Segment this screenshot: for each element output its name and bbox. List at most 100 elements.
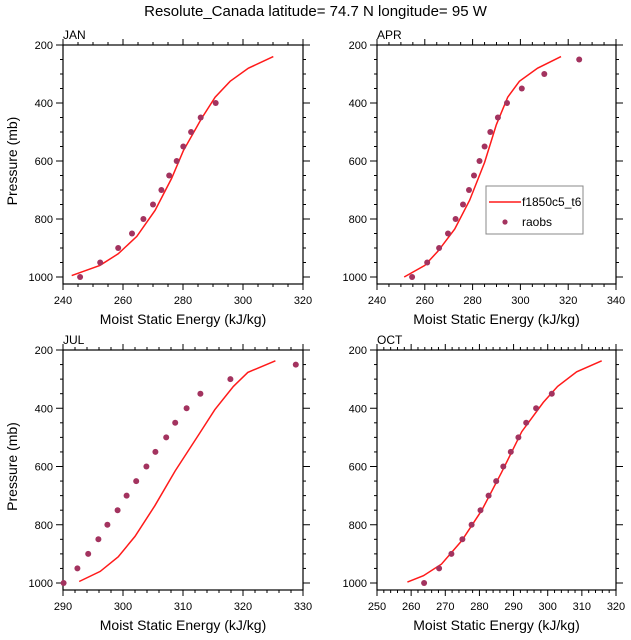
x-tick-label: 300 bbox=[511, 295, 529, 307]
model-line bbox=[78, 360, 276, 583]
obs-point bbox=[212, 100, 219, 106]
obs-point bbox=[140, 216, 147, 222]
obs-point bbox=[523, 419, 530, 426]
obs-point bbox=[60, 580, 67, 586]
obs-point bbox=[460, 201, 466, 208]
plot-frame bbox=[62, 349, 304, 591]
x-axis-label: Moist Static Energy (kJ/kg) bbox=[100, 617, 267, 633]
model-line bbox=[71, 55, 274, 277]
x-tick-label: 340 bbox=[607, 295, 625, 307]
obs-point bbox=[421, 580, 428, 586]
obs-point bbox=[494, 114, 501, 121]
x-tick-label: 240 bbox=[368, 295, 386, 307]
obs-point bbox=[476, 158, 483, 164]
obs-point bbox=[487, 129, 494, 135]
obs-point bbox=[452, 216, 459, 222]
obs-point bbox=[500, 463, 507, 470]
x-tick-label: 280 bbox=[174, 295, 192, 307]
obs-point bbox=[466, 187, 472, 193]
panel-apr: APR 240 260 280 300 320 340 200 400 600 800 1000 Moi… bbox=[343, 28, 626, 327]
y-tick-label: 200 bbox=[349, 40, 367, 52]
legend-label-model: f1850c5_t6 bbox=[522, 195, 582, 209]
model-line bbox=[407, 360, 603, 583]
obs-point bbox=[409, 274, 416, 280]
obs-point bbox=[197, 114, 204, 121]
legend: f1850c5_t6 raobs bbox=[485, 185, 584, 235]
panel-label: OCT bbox=[377, 333, 403, 347]
plot-frame bbox=[62, 44, 304, 285]
obs-point bbox=[104, 521, 111, 528]
x-tick-label: 300 bbox=[114, 601, 132, 613]
obs-point bbox=[518, 85, 525, 92]
obs-point bbox=[448, 550, 455, 557]
x-tick-label: 260 bbox=[114, 295, 132, 307]
y-tick-label: 200 bbox=[349, 345, 367, 357]
y-tick-label: 800 bbox=[349, 520, 367, 532]
y-tick-label: 800 bbox=[35, 520, 53, 532]
x-tick-label: 280 bbox=[470, 601, 488, 613]
y-tick-label: 400 bbox=[349, 98, 367, 110]
x-tick-label: 290 bbox=[504, 601, 522, 613]
obs-point bbox=[197, 390, 204, 397]
obs-point bbox=[166, 172, 173, 179]
y-tick-label: 800 bbox=[349, 214, 367, 226]
obs-point bbox=[541, 71, 548, 77]
obs-point bbox=[515, 434, 522, 441]
obs-point bbox=[481, 143, 488, 150]
obs-point bbox=[533, 405, 540, 412]
obs-point bbox=[576, 56, 583, 63]
obs-point bbox=[436, 245, 443, 251]
x-tick-label: 240 bbox=[54, 295, 72, 307]
obs-point bbox=[292, 361, 299, 368]
panel-label: JAN bbox=[63, 28, 86, 42]
obs-point bbox=[424, 259, 431, 266]
x-axis-label: Moist Static Energy (kJ/kg) bbox=[413, 617, 580, 633]
obs-point bbox=[77, 274, 84, 280]
obs-point bbox=[129, 230, 135, 237]
obs-point bbox=[143, 463, 150, 470]
obs-point bbox=[163, 434, 170, 441]
x-tick-label: 310 bbox=[174, 601, 192, 613]
legend-marker-swatch bbox=[502, 219, 508, 225]
obs-point bbox=[493, 478, 500, 485]
x-tick-label: 300 bbox=[539, 601, 557, 613]
obs-point bbox=[548, 390, 555, 397]
x-tick-label: 320 bbox=[607, 601, 625, 613]
legend-box bbox=[485, 185, 584, 235]
y-tick-label: 800 bbox=[35, 214, 53, 226]
x-tick-label: 320 bbox=[559, 295, 577, 307]
x-axis-label: Moist Static Energy (kJ/kg) bbox=[100, 311, 267, 327]
y-tick-label: 600 bbox=[349, 156, 367, 168]
obs-point bbox=[158, 187, 165, 193]
panel-label: APR bbox=[377, 28, 402, 42]
x-tick-label: 260 bbox=[402, 601, 420, 613]
obs-point bbox=[150, 201, 156, 208]
x-tick-label: 320 bbox=[294, 295, 312, 307]
obs-point bbox=[227, 376, 234, 383]
obs-point bbox=[114, 507, 121, 514]
panel-jul: JUL 290 300 310 320 330 200 400 600 800 1000 Moist … bbox=[4, 333, 312, 633]
x-tick-label: 290 bbox=[54, 601, 72, 613]
obs-point bbox=[471, 172, 477, 179]
y-tick-label: 200 bbox=[35, 40, 53, 52]
x-tick-label: 260 bbox=[416, 295, 434, 307]
obs-point bbox=[152, 448, 159, 455]
obs-point bbox=[173, 158, 180, 164]
x-tick-label: 320 bbox=[234, 601, 252, 613]
obs-point bbox=[133, 478, 140, 485]
y-tick-label: 400 bbox=[349, 403, 367, 415]
x-tick-label: 270 bbox=[436, 601, 454, 613]
panel-label: JUL bbox=[63, 333, 85, 347]
obs-point bbox=[485, 492, 492, 499]
obs-point bbox=[97, 259, 104, 266]
obs-point bbox=[436, 565, 443, 572]
x-tick-label: 280 bbox=[463, 295, 481, 307]
legend-label-obs: raobs bbox=[522, 215, 552, 229]
y-tick-label: 1000 bbox=[343, 578, 367, 590]
obs-point bbox=[183, 405, 190, 412]
x-tick-label: 330 bbox=[294, 601, 312, 613]
figure-title: Resolute_Canada latitude= 74.7 N longitu… bbox=[144, 3, 487, 20]
obs-point bbox=[95, 536, 102, 543]
obs-point bbox=[115, 245, 122, 251]
